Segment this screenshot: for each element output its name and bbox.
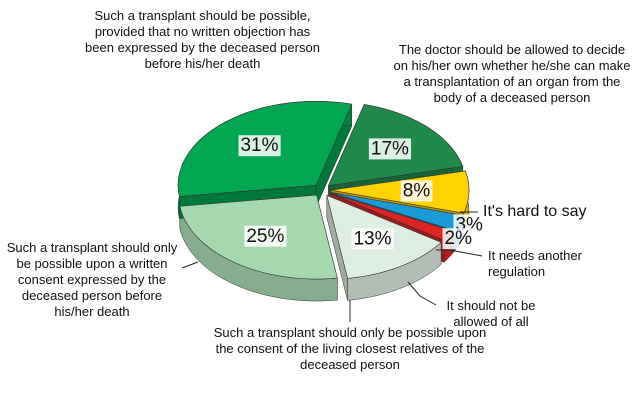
value-label: 17% — [371, 138, 409, 159]
category-label: Such a transplant should only be possibl… — [213, 325, 487, 372]
category-label: The doctor should be allowed to decide o… — [393, 42, 631, 105]
value-label-bg — [244, 225, 287, 247]
value-label: 8% — [403, 180, 431, 201]
category-label: Such a transplant should only be possibl… — [6, 240, 178, 319]
slice — [330, 170, 470, 214]
leader-line — [181, 261, 199, 269]
value-label: 31% — [240, 135, 278, 156]
value-label-bg — [238, 135, 281, 157]
category-label: It's hard to say — [483, 203, 587, 220]
category-label: It should not be allowed of all — [446, 298, 536, 329]
value-label-bg — [442, 228, 475, 250]
leader-line — [436, 249, 483, 257]
value-label-bg — [368, 138, 412, 160]
value-label: 13% — [353, 228, 391, 249]
value-label-bg — [351, 228, 394, 250]
category-label: Such a transplant should be possible, pr… — [85, 8, 320, 71]
category-label: It needs another regulation — [488, 248, 582, 279]
value-label: 2% — [445, 228, 473, 249]
leader-line — [407, 281, 437, 306]
value-label: 25% — [246, 226, 284, 247]
value-label-bg — [400, 180, 433, 202]
